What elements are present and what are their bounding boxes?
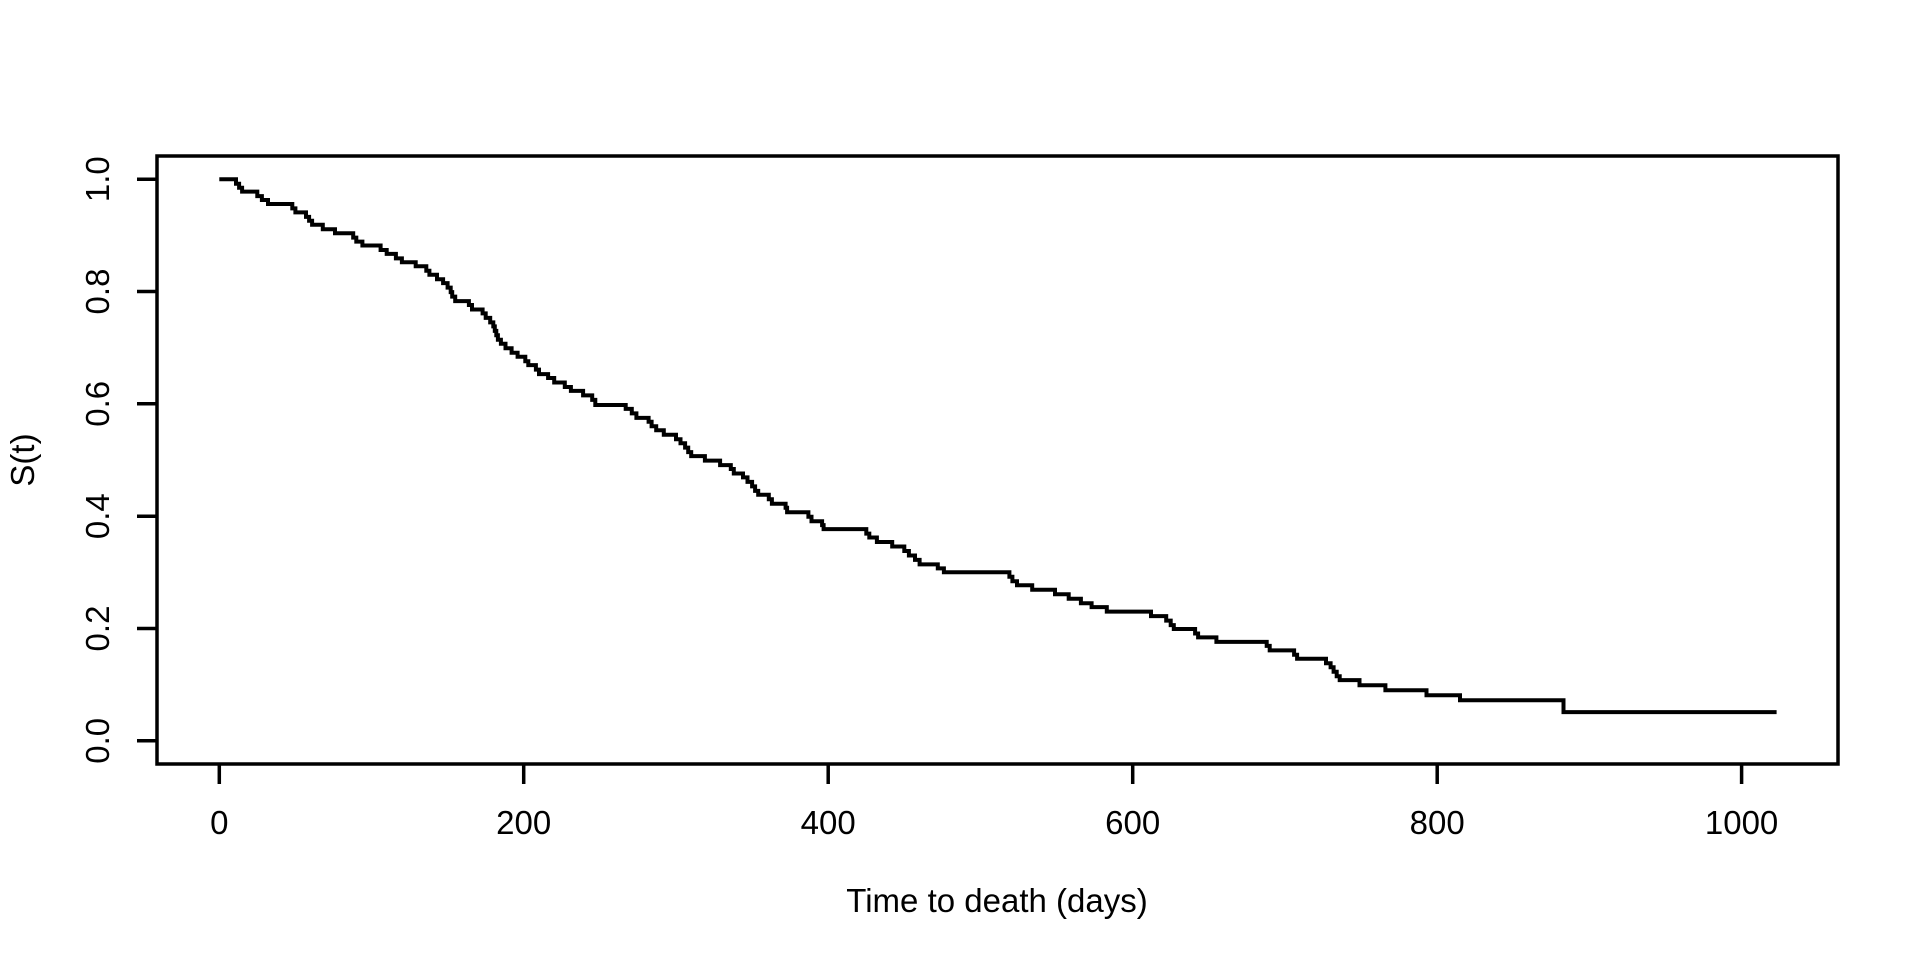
x-tick-label: 0 <box>210 804 228 841</box>
y-tick-label: 0.2 <box>79 606 116 652</box>
x-axis: 0 200 400 600 800 1000 <box>210 764 1778 841</box>
y-axis-title: S(t) <box>4 433 41 486</box>
y-axis: 0.0 0.2 0.4 0.6 0.8 1.0 <box>79 156 157 764</box>
plot-border <box>155 154 1840 766</box>
y-tick-label: 0.0 <box>79 718 116 764</box>
y-tick-label: 0.4 <box>79 493 116 539</box>
x-tick-label: 600 <box>1105 804 1160 841</box>
y-tick-label: 0.8 <box>79 269 116 315</box>
x-axis-title: Time to death (days) <box>846 882 1147 919</box>
x-tick-label: 200 <box>496 804 551 841</box>
survival-curve <box>219 177 1777 715</box>
x-tick-label: 800 <box>1410 804 1465 841</box>
x-tick-label: 1000 <box>1705 804 1778 841</box>
y-tick-label: 1.0 <box>79 156 116 202</box>
x-tick-label: 400 <box>801 804 856 841</box>
y-tick-label: 0.6 <box>79 381 116 427</box>
